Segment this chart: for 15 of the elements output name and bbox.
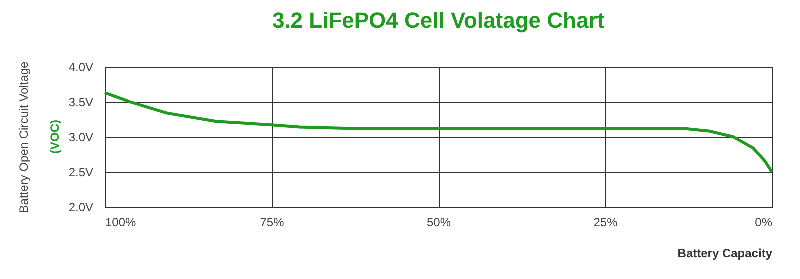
x-tick-label: 100%: [106, 216, 137, 230]
y-tick-label: 2.0V: [68, 200, 94, 214]
y-tick-label: 4.0V: [68, 60, 94, 74]
line-series: [104, 91, 774, 174]
y-tick-label: 2.5V: [68, 166, 94, 180]
x-tick-label: 50%: [426, 216, 452, 230]
chart-title: 3.2 LiFePO4 Cell Volatage Chart: [272, 8, 606, 33]
y-tick-label: 3.5V: [68, 96, 94, 110]
x-tick-label: 0%: [755, 216, 773, 230]
x-tick-label: 25%: [594, 216, 618, 230]
text: (VOC): [48, 120, 62, 154]
x-tick-label: 75%: [260, 216, 285, 230]
x-axis-title: Battery Capacity: [678, 246, 773, 260]
y-axis-title: Battery Open Circuit Voltage: [16, 61, 31, 214]
y-tick-label: 3.0V: [68, 130, 94, 144]
